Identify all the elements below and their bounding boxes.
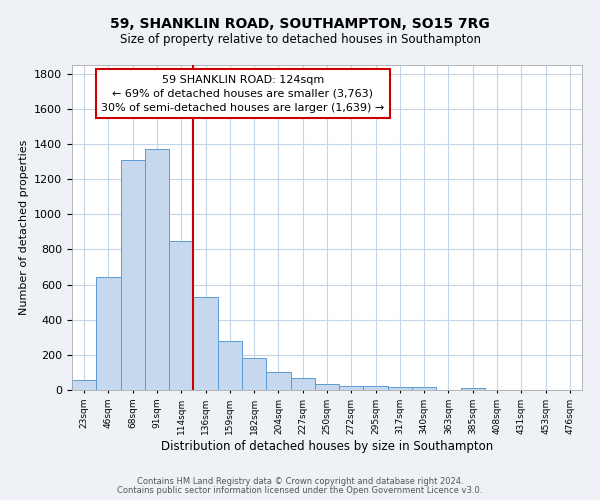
Bar bbox=[218, 341, 242, 390]
Bar bbox=[339, 386, 364, 390]
Bar bbox=[193, 297, 218, 390]
Bar bbox=[96, 276, 121, 390]
Bar bbox=[388, 387, 412, 390]
Bar bbox=[315, 384, 339, 390]
Bar bbox=[145, 150, 169, 390]
Bar bbox=[461, 388, 485, 390]
Bar bbox=[169, 240, 193, 390]
Text: Contains public sector information licensed under the Open Government Licence v3: Contains public sector information licen… bbox=[118, 486, 482, 495]
Bar bbox=[266, 372, 290, 390]
Text: 59, SHANKLIN ROAD, SOUTHAMPTON, SO15 7RG: 59, SHANKLIN ROAD, SOUTHAMPTON, SO15 7RG bbox=[110, 18, 490, 32]
Bar bbox=[364, 386, 388, 390]
Text: 59 SHANKLIN ROAD: 124sqm
← 69% of detached houses are smaller (3,763)
30% of sem: 59 SHANKLIN ROAD: 124sqm ← 69% of detach… bbox=[101, 74, 385, 113]
Y-axis label: Number of detached properties: Number of detached properties bbox=[19, 140, 29, 315]
Bar bbox=[412, 388, 436, 390]
Bar bbox=[242, 358, 266, 390]
Bar bbox=[72, 380, 96, 390]
Bar bbox=[121, 160, 145, 390]
Text: Size of property relative to detached houses in Southampton: Size of property relative to detached ho… bbox=[119, 32, 481, 46]
Text: Contains HM Land Registry data © Crown copyright and database right 2024.: Contains HM Land Registry data © Crown c… bbox=[137, 477, 463, 486]
X-axis label: Distribution of detached houses by size in Southampton: Distribution of detached houses by size … bbox=[161, 440, 493, 452]
Bar bbox=[290, 378, 315, 390]
